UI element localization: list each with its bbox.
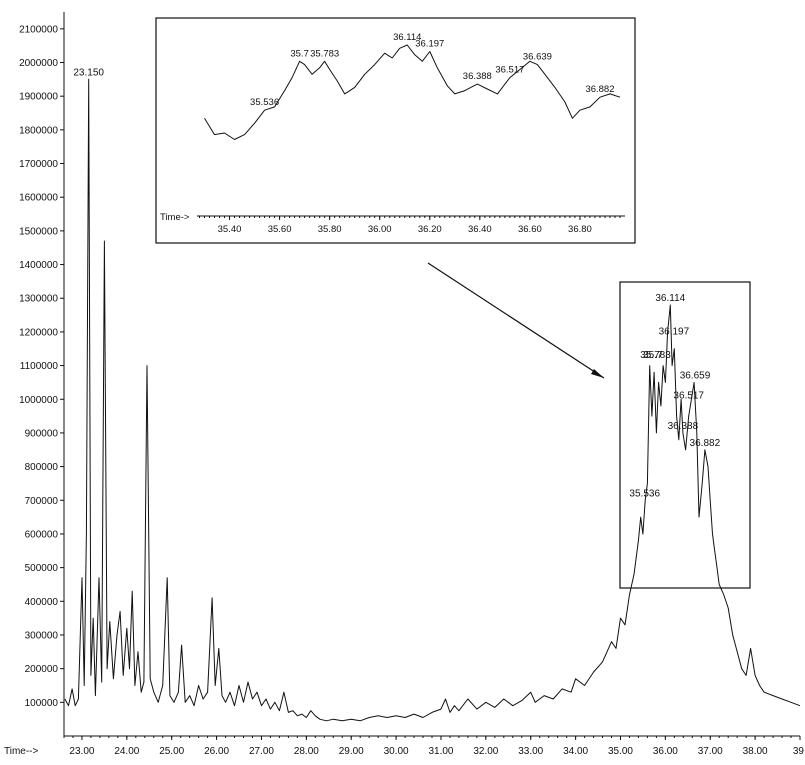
inset-peak-label: 36.197 xyxy=(415,39,444,50)
y-tick-label: 100000 xyxy=(25,698,59,709)
y-tick-label: 2100000 xyxy=(19,24,58,35)
y-tick-label: 1500000 xyxy=(19,226,58,237)
x-tick-label: 30.00 xyxy=(384,746,409,757)
x-tick-label: 32.00 xyxy=(473,746,498,757)
inset-x-axis-label: Time-> xyxy=(160,212,190,223)
zoom-arrow xyxy=(427,262,605,379)
inset-trace xyxy=(204,44,621,140)
inset-peak-label: 36.114 xyxy=(393,32,421,43)
peak-label: 36.197 xyxy=(659,327,690,338)
y-tick-label: 1800000 xyxy=(19,125,58,136)
y-tick-label: 1000000 xyxy=(19,395,58,406)
y-tick-label: 1300000 xyxy=(19,294,58,305)
zoom-arrow-head xyxy=(591,369,604,378)
inset-x-tick-label: 36.80 xyxy=(568,224,592,235)
peak-label: 36.517 xyxy=(673,391,704,402)
peak-label: 36.659 xyxy=(680,370,711,381)
y-tick-label: 2000000 xyxy=(19,58,58,69)
inset-x-tick-label: 36.20 xyxy=(418,224,442,235)
x-tick-label: 33.00 xyxy=(518,746,543,757)
inset-peak-label: 35.7 xyxy=(290,48,309,59)
peak-label: 36.388 xyxy=(668,421,699,432)
inset-x-tick-label: 36.40 xyxy=(468,224,492,235)
x-tick-label: 36.00 xyxy=(653,746,678,757)
main-chromatogram: 100000 200000 300000 400000 500000 600000 7000… xyxy=(4,12,804,757)
inset-x-tick-label: 36.00 xyxy=(368,224,392,235)
y-tick-label: 400000 xyxy=(25,597,59,608)
inset-peak-label: 36.517 xyxy=(495,65,524,76)
y-tick-label: 900000 xyxy=(25,428,59,439)
x-tick-label: 34.00 xyxy=(563,746,588,757)
y-tick-label: 700000 xyxy=(25,496,59,507)
peak-label: 35.536 xyxy=(629,488,660,499)
inset-peak-label: 36.882 xyxy=(585,84,614,95)
y-tick-label: 200000 xyxy=(25,664,59,675)
peak-label: 35.783 xyxy=(640,350,671,361)
x-tick-label: 27.00 xyxy=(249,746,274,757)
zoom-region-box xyxy=(619,281,751,589)
peak-label: 36.114 xyxy=(655,293,685,304)
inset-x-tick-label: 36.60 xyxy=(518,224,542,235)
inset-peak-label: 35.536 xyxy=(250,97,279,108)
inset-x-tick-label: 35.40 xyxy=(218,224,242,235)
y-tick-label: 1100000 xyxy=(20,361,59,372)
y-tick-label: 1400000 xyxy=(19,260,58,271)
inset-peak-label: 35.783 xyxy=(310,48,339,59)
x-tick-label: 31.00 xyxy=(428,746,453,757)
inset-x-tick-label: 35.60 xyxy=(268,224,292,235)
y-tick-label: 600000 xyxy=(25,529,59,540)
y-tick-label: 1700000 xyxy=(19,159,58,170)
x-tick-label: 24.00 xyxy=(114,746,139,757)
x-tick-label: 23.00 xyxy=(69,746,94,757)
peak-label: 35.7 xyxy=(643,350,663,361)
main-trace xyxy=(64,78,801,722)
x-tick-label: 25.00 xyxy=(159,746,184,757)
inset-peak-label: 36.639 xyxy=(523,52,552,63)
y-tick-label: 1600000 xyxy=(19,193,58,204)
x-tick-label: 35.00 xyxy=(608,746,633,757)
x-tick-label: 28.00 xyxy=(294,746,319,757)
x-tick-label: 29.00 xyxy=(339,746,364,757)
y-tick-label: 300000 xyxy=(25,630,59,641)
inset-box xyxy=(155,17,636,244)
x-tick-label: 37.00 xyxy=(698,746,723,757)
inset-x-tick-label: 35.80 xyxy=(318,224,342,235)
inset-peak-label: 36.388 xyxy=(463,71,492,82)
x-tick-label: 38.00 xyxy=(743,746,768,757)
peak-label: 23.150 xyxy=(73,67,104,78)
y-tick-label: 1900000 xyxy=(19,92,58,103)
inset-chromatogram: Time-> 35.40 35.60 35.80 36.00 36.20 36.40 36.6… xyxy=(160,32,625,235)
y-tick-label: 800000 xyxy=(25,462,59,473)
x-axis-label: Time--> xyxy=(4,746,39,757)
y-tick-label: 500000 xyxy=(25,563,59,574)
y-tick-label: 1200000 xyxy=(19,327,58,338)
x-tick-label: 39 xyxy=(793,746,805,757)
x-tick-label: 26.00 xyxy=(204,746,229,757)
peak-label: 36.882 xyxy=(690,438,721,449)
